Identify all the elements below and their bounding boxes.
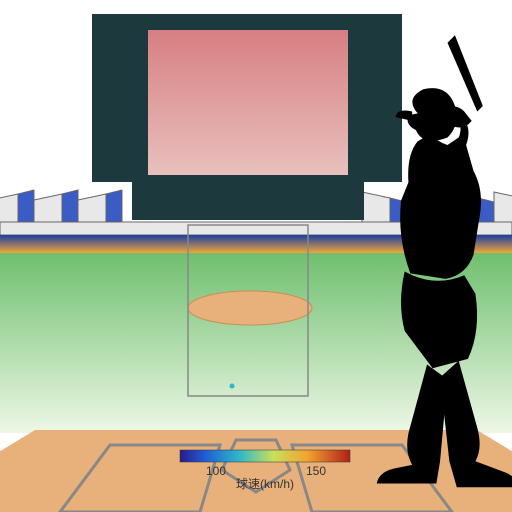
pitch-location-chart: 100150 球速(km/h): [0, 0, 512, 512]
stadium-scene: [0, 0, 512, 512]
speed-legend-bar: [180, 450, 350, 462]
scoreboard: [92, 14, 402, 220]
pitch-marker: [230, 384, 235, 389]
pitchers-mound: [188, 291, 312, 325]
legend-axis-label: 球速(km/h): [180, 475, 350, 492]
